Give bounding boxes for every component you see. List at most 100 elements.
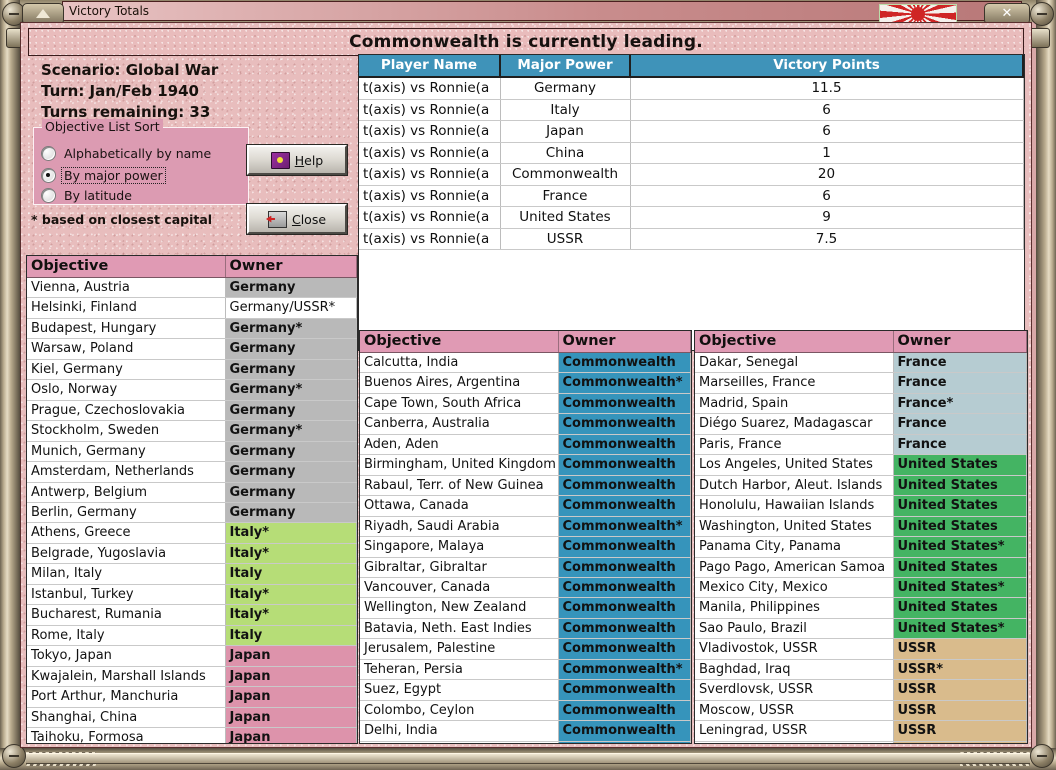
table-row[interactable]: Amsterdam, Netherlands Germany [27,461,357,483]
table-row[interactable]: Mexico City, Mexico United States* [695,577,1027,599]
table-row[interactable]: Vienna, Austria Germany [27,277,357,299]
table-row[interactable]: Oslo, Norway Germany* [27,379,357,401]
table-row[interactable]: t(axis) vs Ronnie(a Commonwealth 20 [359,163,1024,186]
table-row[interactable]: Colombo, Ceylon Commonwealth [360,700,691,722]
table-row[interactable]: Istanbul, Turkey Italy* [27,584,357,606]
table-row[interactable]: Jerusalem, Palestine Commonwealth [360,638,691,660]
table-row[interactable]: Budapest, Hungary Germany* [27,318,357,340]
table-row[interactable]: Baghdad, Iraq USSR* [695,659,1027,681]
cell-objective: Shanghai, China [27,707,226,728]
victory-points-table[interactable]: Player Name Major Power Victory Points t… [358,54,1025,351]
table-row[interactable]: Moscow, USSR USSR [695,700,1027,722]
table-row[interactable]: Antwerp, Belgium Germany [27,482,357,503]
table-row[interactable]: Madrid, Spain France* [695,393,1027,415]
table-row[interactable]: Buenos Aires, Argentina Commonwealth* [360,372,691,394]
table-row[interactable]: Aden, Aden Commonwealth [360,434,691,456]
table-row[interactable]: Washington, United States United States [695,516,1027,538]
table-row[interactable]: Singapore, Malaya Commonwealth [360,536,691,558]
table-row[interactable]: Taihoku, Formosa Japan [27,727,357,743]
table-row[interactable]: Marseilles, France France [695,372,1027,394]
table-row[interactable]: Tokyo, Japan Japan [27,645,357,667]
table-row[interactable]: Delhi, India Commonwealth [360,720,691,742]
table-row[interactable]: Kwajalein, Marshall Islands Japan [27,666,357,688]
table-row[interactable]: Leningrad, USSR USSR [695,720,1027,742]
cell-objective: Manila, Philippines [695,597,894,619]
table-header-row: Player Name Major Power Victory Points [359,55,1024,78]
table-row[interactable]: t(axis) vs Ronnie(a Italy 6 [359,99,1024,121]
table-row[interactable]: Kiel, Germany Germany [27,359,357,381]
table-row[interactable]: Munich, Germany Germany [27,441,357,463]
screw-icon-bottom-left [2,744,26,768]
table-row[interactable]: Pago Pago, American Samoa United States [695,557,1027,578]
table-row[interactable]: Prague, Czechoslovakia Germany [27,400,357,422]
table-row[interactable]: Riyadh, Saudi Arabia Commonwealth* [360,516,691,538]
table-row[interactable]: Sao Paulo, Brazil United States* [695,618,1027,640]
table-row[interactable]: Port Arthur, Manchuria Japan [27,686,357,708]
cell-objective: Sao Paulo, Brazil [695,618,894,640]
screw-icon-top-right [1030,2,1054,26]
table-row[interactable]: Gibraltar, Gibraltar Commonwealth [360,557,691,578]
title-bar[interactable]: Victory Totals [62,1,1022,24]
table-row[interactable]: Stockholm, Sweden Germany* [27,420,357,442]
cell-objective: Birmingham, United Kingdom [360,454,559,476]
table-row[interactable]: Batavia, Neth. East Indies Commonwealth [360,618,691,640]
table-row[interactable]: t(axis) vs Ronnie(a USSR 7.5 [359,228,1024,250]
table-row[interactable]: t(axis) vs Ronnie(a United States 9 [359,206,1024,229]
table-row[interactable]: Canberra, Australia Commonwealth [360,413,691,435]
radio-by-major-power[interactable]: By major power [41,167,166,184]
table-row[interactable]: Vancouver, Canada Commonwealth [360,577,691,599]
objective-table-middle[interactable]: Objective Owner Calcutta, India Commonwea… [359,330,692,744]
table-row[interactable]: Dakar, Senegal France [695,352,1027,374]
close-button[interactable]: Close [247,204,347,234]
table-row[interactable]: Calcutta, India Commonwealth [360,352,691,374]
cell-owner: Commonwealth [558,475,691,497]
table-row[interactable]: t(axis) vs Ronnie(a Japan 6 [359,120,1024,143]
table-row[interactable]: Dutch Harbor, Aleut. Islands United State… [695,475,1027,497]
table-row[interactable]: Suez, Egypt Commonwealth [360,679,691,701]
table-row[interactable]: Manila, Philippines United States [695,597,1027,619]
table-row[interactable]: Berlin, Germany Germany [27,502,357,524]
table-row[interactable]: Warsaw, Poland Germany [27,338,357,360]
cell-owner: Germany [225,441,357,463]
cell-owner: Germany/USSR* [225,297,357,319]
table-row[interactable]: Ottawa, Canada Commonwealth [360,495,691,517]
close-icon[interactable]: ✕ [984,3,1030,25]
table-row[interactable]: Birmingham, United Kingdom Commonwealth [360,454,691,476]
table-row[interactable]: Bucharest, Rumania Italy* [27,604,357,626]
cell-owner: United States [893,454,1027,476]
cell-owner: USSR [893,741,1027,743]
table-row[interactable]: Rome, Italy Italy [27,625,357,647]
table-row[interactable]: Sverdlovsk, USSR USSR [695,679,1027,701]
table-row[interactable]: Diégo Suarez, Madagascar France [695,413,1027,435]
table-row[interactable]: Athens, Greece Italy* [27,522,357,544]
table-row[interactable]: t(axis) vs Ronnie(a China 1 [359,142,1024,164]
cell-objective: Canberra, Australia [360,413,559,435]
objective-table-left[interactable]: Objective Owner Vienna, Austria Germany He… [26,255,358,744]
table-row[interactable]: Cape Town, South Africa Commonwealth [360,393,691,415]
table-row[interactable]: Teheran, Persia Commonwealth* [360,659,691,681]
table-row[interactable]: Paris, France France [695,434,1027,456]
table-row[interactable]: Milan, Italy Italy [27,563,357,585]
table-row[interactable]: Rabaul, Terr. of New Guinea Commonwealth [360,475,691,497]
table-row[interactable]: Belgrade, Yugoslavia Italy* [27,543,357,565]
cell-objective: Stockholm, Sweden [27,420,226,442]
radio-by-latitude[interactable]: By latitude [41,188,134,203]
table-row[interactable]: t(axis) vs Ronnie(a France 6 [359,185,1024,207]
table-row[interactable]: Honolulu, Hawaiian Islands United States [695,495,1027,517]
objective-table-right[interactable]: Objective Owner Dakar, Senegal France Mars… [694,330,1028,744]
table-row[interactable]: Panama City, Panama United States* [695,536,1027,558]
radio-alphabetically-by-name[interactable]: Alphabetically by name [41,146,213,161]
help-button[interactable]: Help [247,145,347,175]
cell-owner: Italy* [225,604,357,626]
table-row[interactable]: Shanghai, China Japan [27,707,357,728]
cell-owner: Italy [225,563,357,585]
table-row[interactable]: Los Angeles, United States United States [695,454,1027,476]
table-row[interactable]: Wellington, New Zealand Commonwealth [360,597,691,619]
cell-owner: Germany [225,502,357,524]
window-frame-bottom [0,748,1056,770]
table-row[interactable]: t(axis) vs Ronnie(a Germany 11.5 [359,77,1024,100]
table-row[interactable]: Vladivostok, USSR USSR [695,638,1027,660]
table-row[interactable]: Helsinki, Finland Germany/USSR* [27,297,357,319]
